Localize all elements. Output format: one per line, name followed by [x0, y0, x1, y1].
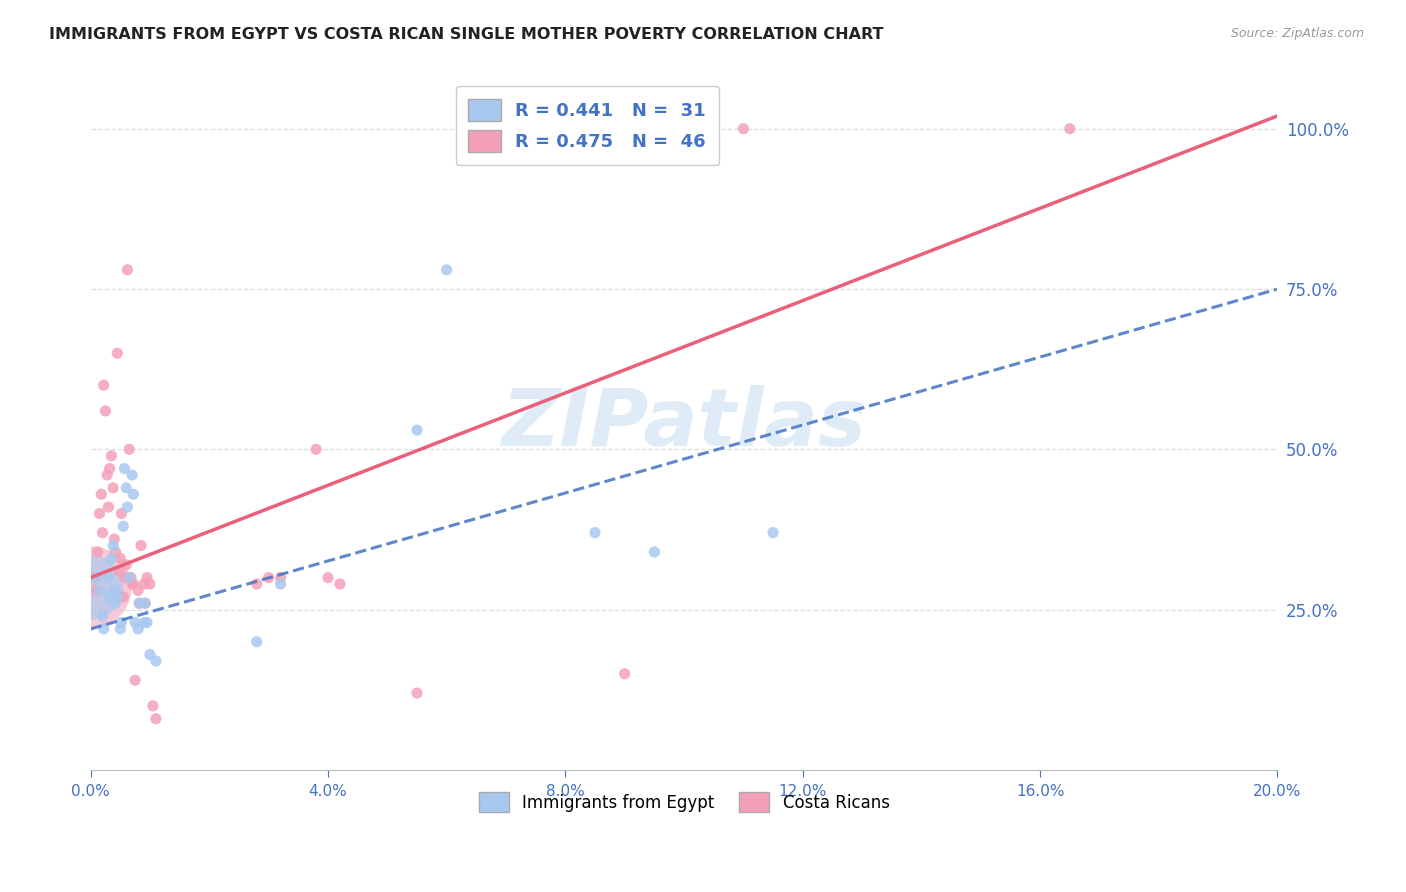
Point — [121, 577, 143, 591]
Point — [132, 577, 155, 591]
Point — [134, 596, 156, 610]
Point — [114, 571, 136, 585]
Point — [96, 468, 118, 483]
Point — [132, 615, 155, 630]
Point — [84, 571, 107, 585]
Point — [110, 551, 132, 566]
Point — [134, 596, 156, 610]
Point — [128, 596, 150, 610]
Point — [643, 545, 665, 559]
Point — [257, 571, 280, 585]
Point — [93, 378, 115, 392]
Point — [136, 571, 159, 585]
Point — [329, 577, 352, 591]
Point — [124, 615, 146, 630]
Point — [316, 571, 339, 585]
Point — [98, 461, 121, 475]
Point — [105, 590, 128, 604]
Point — [406, 423, 429, 437]
Point — [122, 577, 145, 591]
Point — [118, 571, 141, 585]
Point — [762, 525, 785, 540]
Point — [129, 539, 152, 553]
Point — [97, 500, 120, 514]
Point — [108, 564, 131, 578]
Point — [86, 571, 108, 585]
Point — [145, 654, 167, 668]
Point — [124, 673, 146, 688]
Point — [142, 698, 165, 713]
Point — [127, 622, 149, 636]
Point — [112, 590, 135, 604]
Point — [305, 442, 328, 457]
Point — [128, 596, 150, 610]
Point — [733, 121, 755, 136]
Point — [79, 580, 101, 594]
Point — [86, 583, 108, 598]
Point — [100, 449, 122, 463]
Point — [703, 121, 725, 136]
Point — [104, 596, 127, 610]
Point — [115, 558, 138, 572]
Point — [145, 712, 167, 726]
Text: ZIPatlas: ZIPatlas — [502, 384, 866, 463]
Point — [104, 545, 127, 559]
Point — [100, 551, 122, 566]
Point — [127, 583, 149, 598]
Point — [118, 442, 141, 457]
Point — [97, 571, 120, 585]
Point — [90, 487, 112, 501]
Point — [115, 481, 138, 495]
Point — [406, 686, 429, 700]
Point — [139, 577, 162, 591]
Point — [110, 615, 132, 630]
Point — [136, 615, 159, 630]
Point — [246, 577, 269, 591]
Point — [101, 481, 124, 495]
Point — [661, 121, 683, 136]
Point — [1059, 121, 1081, 136]
Legend: Immigrants from Egypt, Costa Ricans: Immigrants from Egypt, Costa Ricans — [467, 780, 901, 824]
Point — [110, 622, 132, 636]
Point — [121, 468, 143, 483]
Point — [94, 404, 117, 418]
Point — [112, 519, 135, 533]
Point — [583, 525, 606, 540]
Point — [103, 583, 125, 598]
Point — [87, 545, 110, 559]
Point — [139, 648, 162, 662]
Point — [93, 622, 115, 636]
Point — [103, 532, 125, 546]
Point — [105, 346, 128, 360]
Point — [117, 262, 139, 277]
Point — [91, 525, 114, 540]
Point — [98, 590, 121, 604]
Point — [117, 500, 139, 514]
Point — [270, 577, 292, 591]
Point — [436, 262, 458, 277]
Point — [79, 580, 101, 594]
Point — [101, 539, 124, 553]
Point — [685, 121, 707, 136]
Point — [114, 461, 136, 475]
Point — [89, 507, 111, 521]
Text: IMMIGRANTS FROM EGYPT VS COSTA RICAN SINGLE MOTHER POVERTY CORRELATION CHART: IMMIGRANTS FROM EGYPT VS COSTA RICAN SIN… — [49, 27, 884, 42]
Point — [91, 609, 114, 624]
Point — [246, 634, 269, 648]
Point — [270, 571, 292, 585]
Point — [613, 666, 636, 681]
Text: Source: ZipAtlas.com: Source: ZipAtlas.com — [1230, 27, 1364, 40]
Point — [89, 583, 111, 598]
Point — [120, 571, 142, 585]
Point — [110, 507, 132, 521]
Point — [122, 487, 145, 501]
